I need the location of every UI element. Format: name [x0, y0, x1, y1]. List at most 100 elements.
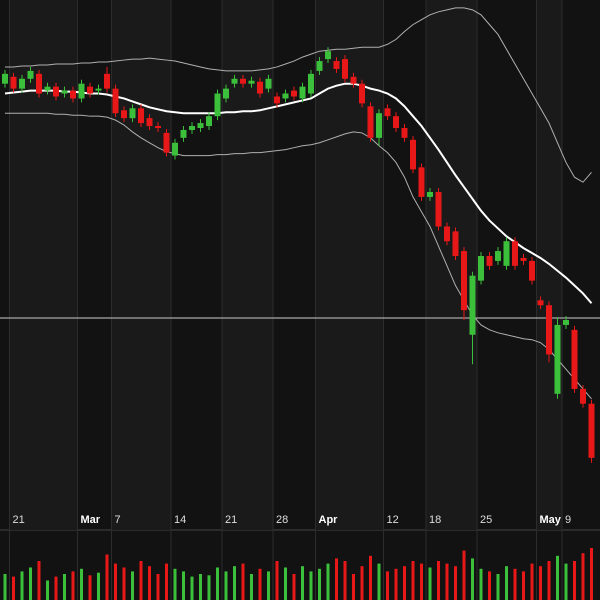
- volume-bar: [267, 571, 270, 600]
- volume-bar: [377, 563, 381, 600]
- candle-body: [291, 90, 297, 97]
- volume-bar: [105, 554, 109, 600]
- volume-bar: [505, 566, 508, 600]
- candle-body: [206, 116, 212, 127]
- week-stripe: [222, 0, 273, 530]
- volume-bar: [462, 550, 466, 600]
- candle-body: [129, 108, 136, 119]
- candle-body: [427, 192, 433, 197]
- candle-body: [155, 126, 161, 128]
- volume-bar: [241, 563, 245, 600]
- volume-bar: [182, 571, 185, 600]
- candle-body: [138, 108, 144, 124]
- candle-body: [401, 128, 408, 138]
- volume-bar: [12, 576, 15, 600]
- candle-body: [10, 76, 17, 89]
- volume-bar: [471, 558, 474, 600]
- candle-body: [274, 96, 280, 104]
- volume-bar: [590, 548, 593, 600]
- candle-body: [444, 226, 450, 242]
- candle-body: [36, 73, 42, 94]
- candle-body: [316, 61, 323, 71]
- volume-bar: [114, 563, 117, 600]
- volume-bar: [301, 566, 304, 600]
- volume-bar: [556, 555, 559, 600]
- volume-bar: [420, 563, 423, 600]
- volume-bar: [284, 567, 287, 600]
- volume-bar: [156, 574, 160, 600]
- x-tick-label: 9: [565, 514, 571, 526]
- volume-bar: [403, 566, 406, 600]
- volume-bar: [522, 571, 525, 600]
- volume-bar: [437, 561, 440, 600]
- volume-bar: [216, 567, 219, 600]
- x-tick-label: 21: [225, 514, 237, 526]
- candle-body: [70, 90, 76, 99]
- candle-body: [223, 88, 229, 99]
- candle-body: [308, 73, 314, 94]
- candle-body: [478, 256, 484, 281]
- x-tick-label: Apr: [319, 514, 339, 526]
- candle-body: [214, 93, 221, 117]
- volume-bar: [513, 568, 517, 600]
- band-line: [5, 112, 592, 400]
- candle-body: [95, 88, 102, 91]
- candle-body: [27, 70, 34, 79]
- candle-body: [495, 251, 501, 261]
- volume-bar: [54, 576, 58, 600]
- volume-bar: [199, 574, 202, 600]
- volume-bar: [547, 561, 551, 600]
- volume-bar: [71, 571, 75, 600]
- candle-body: [461, 251, 467, 311]
- candle-body: [512, 241, 518, 266]
- candle-body: [503, 241, 510, 266]
- volume-bar: [37, 561, 41, 600]
- candle-body: [189, 126, 195, 130]
- candle-body: [520, 257, 527, 261]
- volume-bar: [20, 571, 24, 600]
- volume-bar: [122, 567, 126, 600]
- volume-bar: [581, 553, 585, 600]
- candle-body: [197, 123, 204, 128]
- volume-bar: [139, 561, 143, 600]
- volume-bar: [29, 567, 32, 600]
- x-tick-label: 18: [429, 514, 441, 526]
- volume-bar: [386, 571, 389, 600]
- volume-bar: [326, 563, 330, 600]
- candle-body: [265, 78, 272, 89]
- volume-bar: [148, 566, 151, 600]
- volume-bar: [173, 568, 177, 600]
- x-tick-label: 12: [387, 514, 399, 526]
- candle-body: [350, 76, 357, 84]
- candle-body: [163, 132, 170, 153]
- candle-body: [299, 86, 306, 99]
- candle-body: [563, 320, 569, 325]
- volume-bar: [258, 568, 262, 600]
- candle-body: [61, 90, 68, 94]
- candle-body: [53, 86, 59, 97]
- candle-body: [452, 231, 459, 256]
- candle-body: [418, 167, 425, 197]
- candle-body: [342, 59, 348, 79]
- volume-bar: [539, 566, 542, 600]
- candle-body: [248, 80, 255, 84]
- volume-bar: [88, 575, 92, 600]
- band-line: [4, 82, 593, 304]
- volume-bar: [80, 568, 83, 600]
- volume-bar: [445, 563, 449, 600]
- volume-bar: [97, 572, 100, 600]
- x-tick-label: 21: [13, 514, 25, 526]
- candle-body: [44, 86, 51, 91]
- volume-bar: [360, 566, 364, 600]
- volume-bar: [352, 574, 355, 600]
- candle-body: [529, 260, 535, 281]
- candle-body: [104, 73, 110, 89]
- week-stripe: [315, 0, 384, 530]
- candle-body: [554, 324, 561, 394]
- volume-bar: [275, 561, 279, 600]
- candle-body: [571, 329, 578, 389]
- volume-bar: [131, 571, 134, 600]
- volume-bar: [309, 571, 313, 600]
- volume-bar: [573, 561, 576, 600]
